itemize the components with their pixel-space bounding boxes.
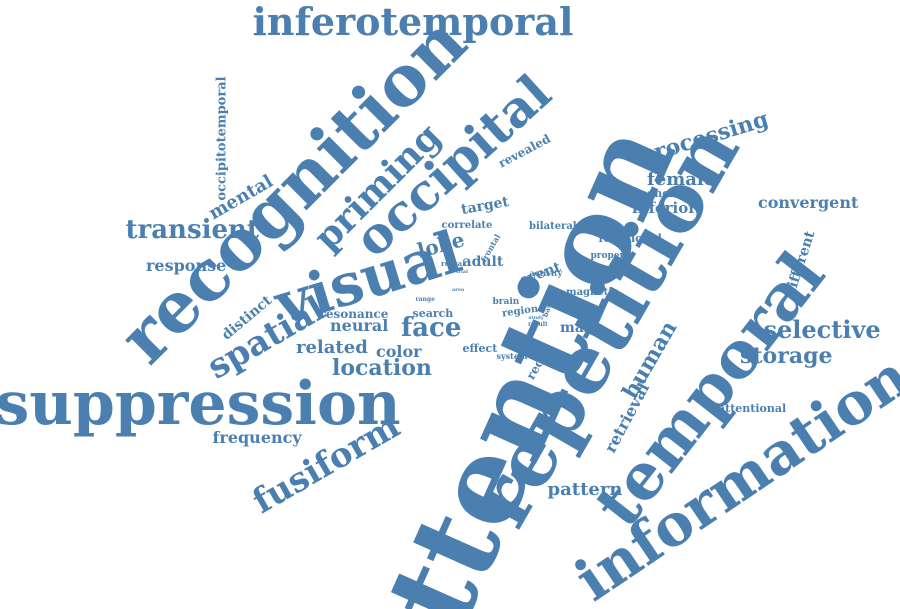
word-result: result [528, 321, 548, 328]
word-male: male [560, 320, 599, 336]
word-female: female [647, 169, 716, 190]
word-adult: adult [462, 254, 504, 270]
word-reveal: reveal [441, 258, 465, 268]
word-activity: activity [529, 268, 563, 278]
word-transient: transient [125, 215, 259, 245]
word-selective: selective [763, 315, 881, 344]
word-bilateral: bilateral [529, 221, 577, 232]
word-search: search [412, 306, 454, 320]
word-neural: neural [330, 316, 389, 335]
word-occipitotemporal: occipitotemporal [214, 75, 230, 201]
word-property: property [590, 250, 634, 261]
word-color: color [376, 342, 422, 361]
word-related: related [296, 337, 368, 358]
word-brain: brain [492, 296, 520, 307]
word-suppression: suppression [0, 369, 401, 439]
word-study: study [528, 314, 544, 321]
word-component: component [613, 186, 683, 200]
word-correlate: correlate [441, 220, 493, 231]
word-inferotemporal: inferotemporal [252, 0, 574, 44]
word-effect: effect [462, 341, 498, 355]
word-inferior: inferior [632, 198, 697, 217]
word-system: system [496, 351, 528, 361]
word-face: face [401, 313, 462, 343]
word-functional: functional [598, 231, 662, 245]
word-range: range [415, 296, 435, 303]
word-area: area [452, 286, 465, 293]
word-frequency: frequency [212, 428, 302, 447]
word-target: target [459, 193, 511, 219]
word-magnetic: magnetic [566, 287, 619, 298]
word-location: location [332, 355, 432, 381]
word-pattern: pattern [547, 479, 623, 500]
word-resonance: resonance [319, 307, 389, 321]
word-attentional: attentional [718, 401, 787, 415]
word-storage: storage [740, 343, 833, 369]
word-trial: trial [456, 268, 468, 275]
word-convergent: convergent [758, 193, 859, 212]
word-response: response [146, 256, 227, 275]
word-hold: hold [518, 286, 534, 293]
